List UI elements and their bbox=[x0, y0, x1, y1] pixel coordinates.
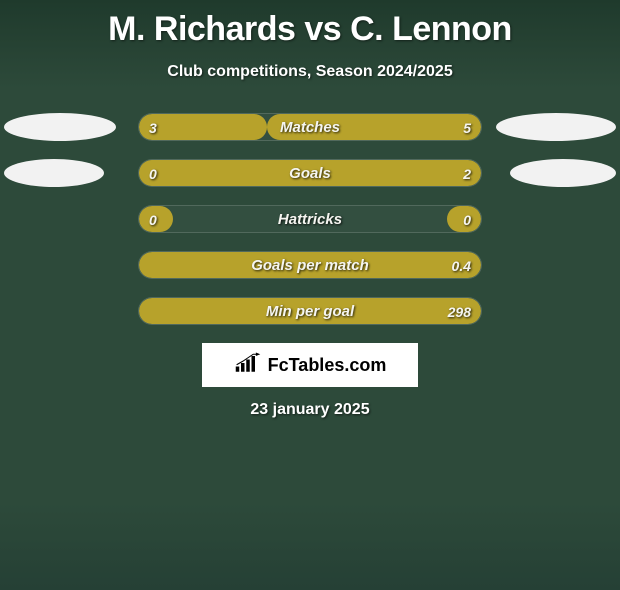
title-vs: vs bbox=[304, 10, 341, 48]
stat-value-left: 3 bbox=[149, 114, 157, 141]
stat-label: Min per goal bbox=[139, 298, 481, 325]
stat-value-right: 298 bbox=[448, 298, 471, 325]
stat-bar-track: 0 2Goals bbox=[138, 159, 482, 187]
stat-bar-track: 298Min per goal bbox=[138, 297, 482, 325]
stat-bar-track: 3 5Matches bbox=[138, 113, 482, 141]
stat-value-right: 0.4 bbox=[452, 252, 471, 279]
stat-row: 0.4Goals per match bbox=[0, 251, 620, 279]
stat-value-right: 2 bbox=[463, 160, 471, 187]
stat-value-left: 0 bbox=[149, 206, 157, 233]
brand-text: FcTables.com bbox=[268, 355, 387, 376]
stat-row: 0 0Hattricks bbox=[0, 205, 620, 233]
stat-bar-track: 0 0Hattricks bbox=[138, 205, 482, 233]
player-ellipse-right bbox=[496, 113, 616, 141]
branding-box: FcTables.com bbox=[202, 343, 418, 387]
player-ellipse-right bbox=[510, 159, 616, 187]
title-player2: C. Lennon bbox=[350, 10, 512, 48]
stats-bars: 35Matches02Goals00Hattricks0.4Goals per … bbox=[0, 113, 620, 325]
chart-icon bbox=[234, 352, 262, 379]
title-player1: M. Richards bbox=[108, 10, 295, 48]
stat-label: Matches bbox=[139, 114, 481, 141]
stat-value-left: 0 bbox=[149, 160, 157, 187]
stat-bar-track: 0.4Goals per match bbox=[138, 251, 482, 279]
stat-label: Goals per match bbox=[139, 252, 481, 279]
stat-row: 3 5Matches bbox=[0, 113, 620, 141]
page-title: M. Richards vs C. Lennon bbox=[0, 10, 620, 49]
date-label: 23 january 2025 bbox=[0, 401, 620, 419]
subtitle: Club competitions, Season 2024/2025 bbox=[0, 63, 620, 81]
player-ellipse-left bbox=[4, 159, 104, 187]
stat-value-right: 5 bbox=[463, 114, 471, 141]
stat-label: Goals bbox=[139, 160, 481, 187]
stat-value-right: 0 bbox=[463, 206, 471, 233]
stat-row: 0 2Goals bbox=[0, 159, 620, 187]
stat-row: 298Min per goal bbox=[0, 297, 620, 325]
player-ellipse-left bbox=[4, 113, 116, 141]
stat-label: Hattricks bbox=[139, 206, 481, 233]
